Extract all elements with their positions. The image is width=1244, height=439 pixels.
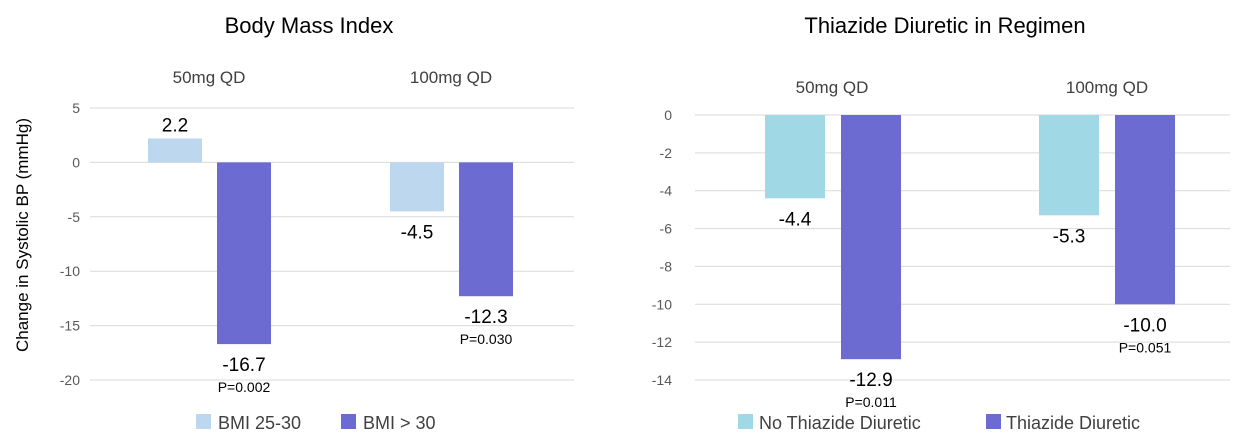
data-label: -5.3 [1053,226,1086,247]
y-tick-label: -4 [660,183,673,199]
y-axis-ticks: 0 -2 -4 -6 -8 -10 -12 -14 [652,107,672,388]
y-tick-label: 0 [664,107,672,123]
data-label: -16.7 [222,355,265,376]
bar [390,162,444,212]
data-label: -4.5 [401,222,434,243]
legend-swatch [341,414,356,429]
y-axis-label: Change in Systolic BP (mmHg) [13,118,32,352]
data-labels: 2.2 -4.5 -16.7 P=0.002 -12.3 P=0.030 [162,115,513,395]
data-label: -12.3 [464,307,507,328]
y-tick-label: -8 [660,258,673,274]
y-tick-label: -6 [660,221,673,237]
category-label: 100mg QD [1066,78,1148,97]
y-tick-label: -12 [652,334,672,350]
data-labels: -4.4 -5.3 -12.9 P=0.011 -10.0 P=0.051 [779,209,1172,410]
legend-label: Thiazide Diuretic [1006,413,1140,433]
y-tick-label: -20 [60,372,80,388]
y-tick-label: -10 [652,296,672,312]
chart-bmi: Body Mass Index Change in Systolic BP (m… [13,13,574,433]
bar [217,162,271,345]
p-value-label: P=0.051 [1119,339,1172,355]
p-value-label: P=0.011 [845,394,897,410]
bar [841,115,901,360]
legend: BMI 25-30 BMI > 30 [196,413,436,433]
y-tick-label: -2 [660,145,673,161]
bar [1039,115,1099,216]
chart-title: Thiazide Diuretic in Regimen [804,13,1085,38]
data-label: 2.2 [162,115,188,136]
y-tick-label: -10 [60,263,80,279]
legend-swatch [196,414,211,429]
p-value-label: P=0.002 [218,379,271,395]
chart-thiazide: Thiazide Diuretic in Regimen 0 -2 -4 -6 -8 -1… [652,13,1230,433]
y-tick-label: -5 [68,209,81,225]
legend-swatch [738,414,753,429]
category-label: 100mg QD [410,68,492,87]
category-label: 50mg QD [796,78,869,97]
bar [148,138,202,163]
bar [765,115,825,199]
bars [148,138,513,345]
y-tick-label: 5 [72,100,80,116]
y-tick-label: -14 [652,372,672,388]
y-axis-ticks: 5 0 -5 -10 -15 -20 [60,100,80,388]
bar [459,162,513,297]
legend-label: BMI 25-30 [218,413,301,433]
p-value-label: P=0.030 [460,331,513,347]
y-tick-label: 0 [72,154,80,170]
chart-title: Body Mass Index [225,13,394,38]
y-tick-label: -15 [60,318,80,334]
data-label: -10.0 [1123,315,1166,336]
legend-label: No Thiazide Diuretic [759,413,921,433]
bar [1115,115,1175,305]
category-label: 50mg QD [173,68,246,87]
data-label: -4.4 [779,209,812,230]
data-label: -12.9 [849,370,892,391]
legend-swatch [986,414,1001,429]
legend: No Thiazide Diuretic Thiazide Diuretic [738,413,1140,433]
legend-label: BMI > 30 [363,413,436,433]
bars [765,115,1175,360]
